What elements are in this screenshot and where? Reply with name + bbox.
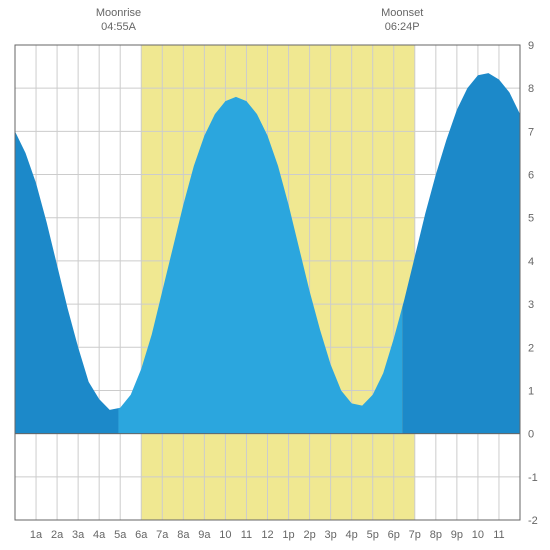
y-tick-label: 9 [528,40,534,52]
y-tick-label: 4 [528,256,534,268]
x-tick-label: 10 [219,529,231,541]
x-tick-label: 8p [430,529,442,541]
y-tick-label: 1 [528,385,534,397]
x-tick-label: 1a [30,529,43,541]
moonset-label: Moonset [381,7,423,19]
moonrise-label: Moonrise [96,7,141,19]
y-tick-label: -2 [528,515,538,527]
x-tick-label: 9p [451,529,463,541]
x-tick-label: 4p [346,529,358,541]
x-tick-label: 1p [282,529,294,541]
x-tick-label: 2p [303,529,315,541]
x-tick-label: 5p [367,529,379,541]
y-tick-label: 0 [528,429,534,441]
y-tick-label: 8 [528,83,534,95]
y-tick-label: -1 [528,472,538,484]
y-tick-label: 5 [528,213,534,225]
y-tick-label: 7 [528,126,534,138]
moonset-time: 06:24P [385,21,420,33]
x-tick-label: 11 [493,529,504,541]
y-tick-label: 6 [528,170,534,182]
x-tick-label: 4a [93,529,106,541]
x-tick-label: 11 [241,529,252,541]
x-tick-label: 6p [388,529,400,541]
x-tick-label: 6a [135,529,148,541]
moonrise-time: 04:55A [101,21,137,33]
y-tick-label: 2 [528,342,534,354]
x-tick-label: 2a [51,529,64,541]
x-tick-label: 5a [114,529,127,541]
x-tick-label: 7a [156,529,169,541]
x-tick-label: 3p [325,529,337,541]
y-tick-label: 3 [528,299,534,311]
x-tick-label: 8a [177,529,190,541]
x-tick-label: 7p [409,529,421,541]
x-tick-label: 10 [472,529,484,541]
x-tick-label: 12 [261,529,273,541]
x-tick-label: 3a [72,529,85,541]
tide-chart: -2-101234567891a2a3a4a5a6a7a8a9a1011121p… [0,0,550,550]
x-tick-label: 9a [198,529,211,541]
